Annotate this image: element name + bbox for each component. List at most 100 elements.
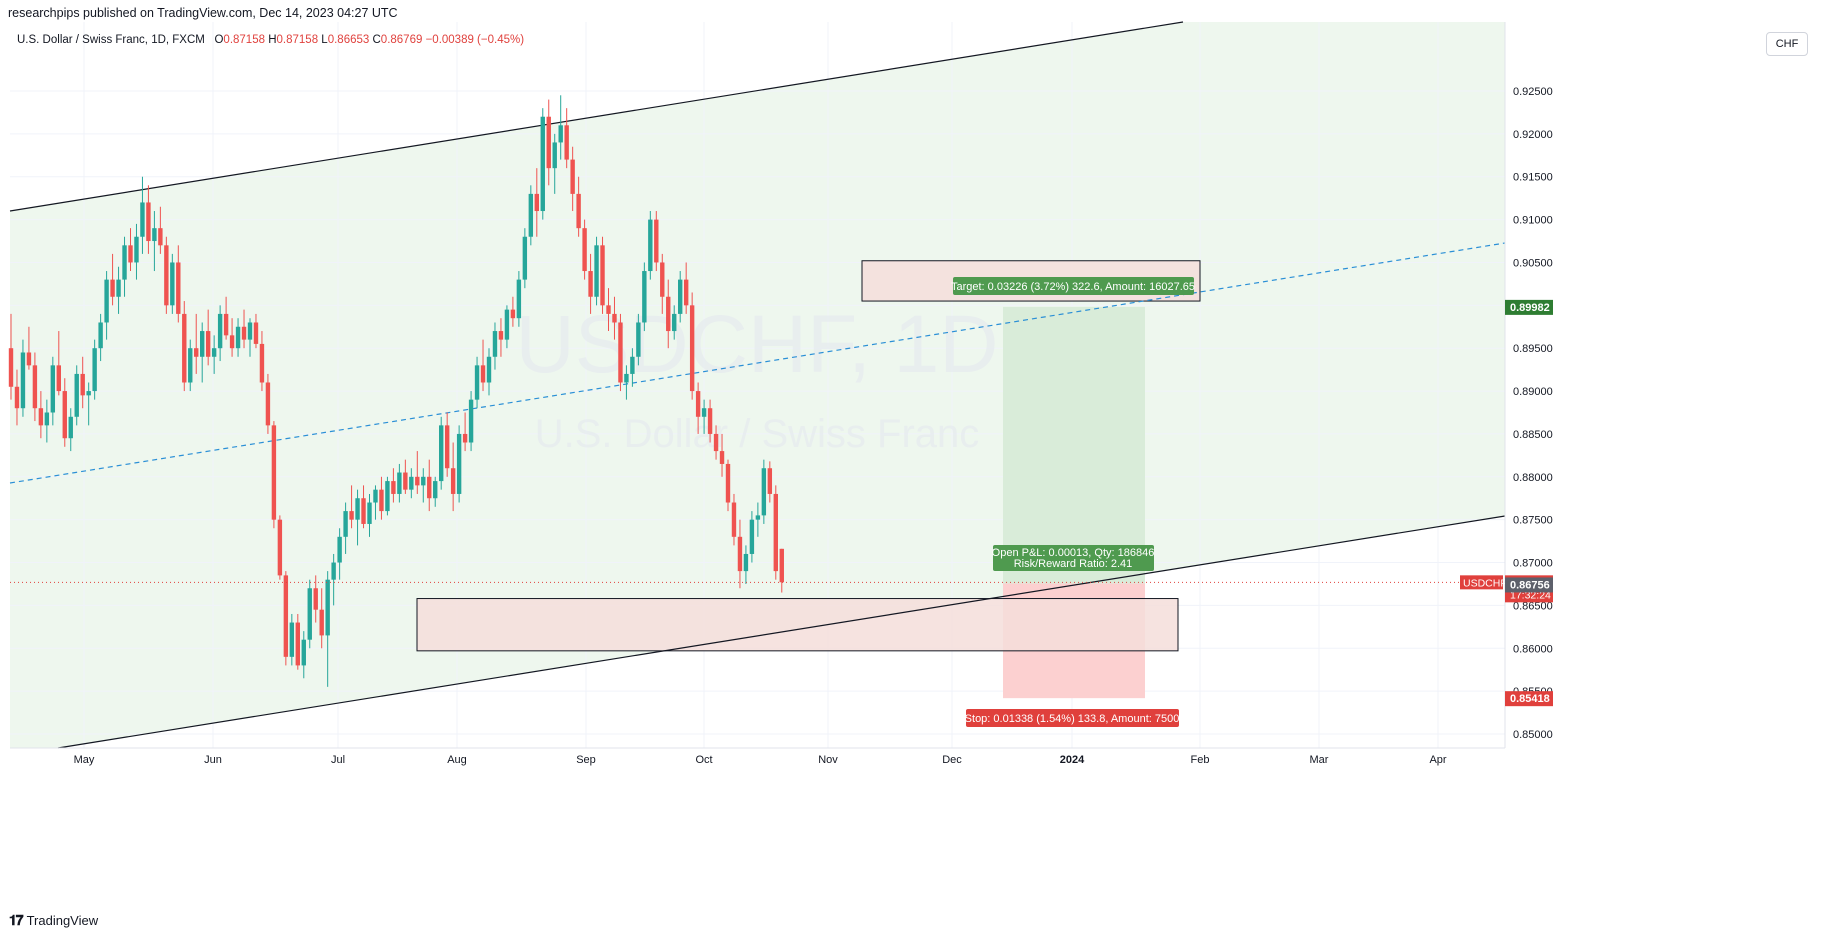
currency-button[interactable]: CHF [1766, 32, 1808, 56]
candle-body [331, 562, 336, 580]
candle-body [122, 245, 127, 280]
candle-body [486, 356, 492, 383]
candle-body [666, 296, 671, 332]
candle-body [379, 489, 384, 512]
candle-body [349, 511, 354, 520]
candle-body [749, 519, 755, 554]
price-tick-label: 0.88500 [1513, 429, 1553, 441]
candle-body [301, 639, 306, 666]
price-tick-label: 0.90500 [1513, 257, 1553, 269]
candle-body [32, 365, 38, 409]
high-label: H [268, 34, 277, 46]
candle-body [594, 245, 599, 297]
stop-price-tag [1505, 691, 1553, 707]
candle-body [26, 352, 32, 366]
candle-body [62, 391, 67, 439]
candle-body [265, 382, 271, 426]
candle-body [403, 472, 408, 490]
candle-body [176, 262, 181, 314]
stop-label: Stop: 0.01338 (1.54%) 133.8, Amount: 750… [965, 713, 1180, 725]
price-tick-label: 0.86500 [1513, 600, 1553, 612]
candle-body [636, 322, 641, 357]
time-tick-label: Sep [576, 754, 596, 766]
low-value: 0.86653 [327, 34, 370, 46]
candle-body [86, 391, 91, 396]
candle-body [498, 331, 504, 340]
watermark-name: U.S. Dollar / Swiss Franc [535, 412, 980, 456]
candle-body [618, 322, 623, 383]
candle-body [8, 348, 14, 387]
candle-body [522, 236, 528, 280]
channel-mid-line[interactable] [9, 242, 1506, 484]
price-tick-label: 0.89500 [1513, 343, 1553, 355]
candle-body [158, 228, 163, 246]
candle-body [295, 622, 300, 666]
stop-label-box [966, 709, 1179, 727]
symbol-tag-text: USDCHF [1463, 577, 1507, 589]
candle-body [761, 468, 767, 516]
candle-body [194, 348, 199, 357]
candle-body [480, 365, 486, 383]
open-value: 0.87158 [223, 34, 265, 46]
time-tick-label: Jul [331, 754, 345, 766]
candle-body [355, 498, 360, 520]
candle-body [576, 193, 581, 229]
price-tick-label: 0.86000 [1513, 643, 1553, 655]
candle-body [552, 142, 557, 169]
candle-body [283, 575, 289, 657]
price-tick-label: 0.88000 [1513, 472, 1553, 484]
demand-zone[interactable] [416, 598, 1179, 652]
change-value: −0.00389 (−0.45%) [425, 34, 525, 46]
candle-body [68, 416, 73, 439]
candle-body [188, 348, 193, 383]
candle-body [582, 228, 587, 272]
candle-body [600, 245, 605, 306]
candle-body [200, 331, 205, 357]
channel-lower-line[interactable] [57, 515, 1506, 749]
candle-body [74, 373, 79, 417]
candle-body [44, 412, 50, 426]
candle-body [624, 373, 629, 383]
candle-body [217, 313, 223, 349]
candle-body [223, 313, 229, 336]
pnl-label-box [993, 545, 1154, 571]
watermark-symbol: USDCHF, 1D [516, 299, 999, 390]
candle-body [337, 536, 342, 563]
candle-body [474, 365, 480, 400]
candle-body [361, 498, 366, 524]
candle-body [241, 326, 247, 340]
candle-body [104, 279, 109, 323]
brand-name: TradingView [26, 913, 99, 928]
candle-body [534, 193, 539, 212]
footer-brand[interactable]: 𝟏𝟕 TradingView [9, 912, 98, 929]
channel-upper-line[interactable] [9, 21, 1184, 212]
candle-body [737, 536, 743, 572]
candle-body [307, 588, 312, 640]
candle-body [253, 322, 259, 344]
candle-body [468, 399, 474, 443]
candle-body [343, 511, 348, 537]
candle-body [719, 451, 725, 464]
time-tick-label: Mar [1310, 754, 1329, 766]
candle-body [683, 279, 689, 306]
candle-body [558, 125, 563, 143]
rr-label: Risk/Reward Ratio: 2.41 [1014, 558, 1133, 570]
candle-body [779, 548, 784, 583]
candle-body [689, 305, 695, 392]
time-tick-label: Feb [1191, 754, 1210, 766]
time-tick-label: Aug [447, 754, 467, 766]
candle-body [247, 322, 253, 340]
candle-body [164, 245, 169, 306]
time-tick-label: Jun [204, 754, 222, 766]
price-tick-label: 0.92500 [1513, 86, 1553, 98]
symbol-description: U.S. Dollar / Swiss Franc, 1D, FXCM [17, 34, 205, 46]
candle-body [170, 262, 175, 306]
candle-body [80, 373, 85, 396]
candle-body [630, 356, 635, 374]
candle-body [660, 262, 665, 297]
candle-body [110, 279, 115, 297]
time-tick-label: 2024 [1060, 754, 1085, 766]
candle-body [516, 279, 522, 319]
candle-body [642, 271, 647, 323]
